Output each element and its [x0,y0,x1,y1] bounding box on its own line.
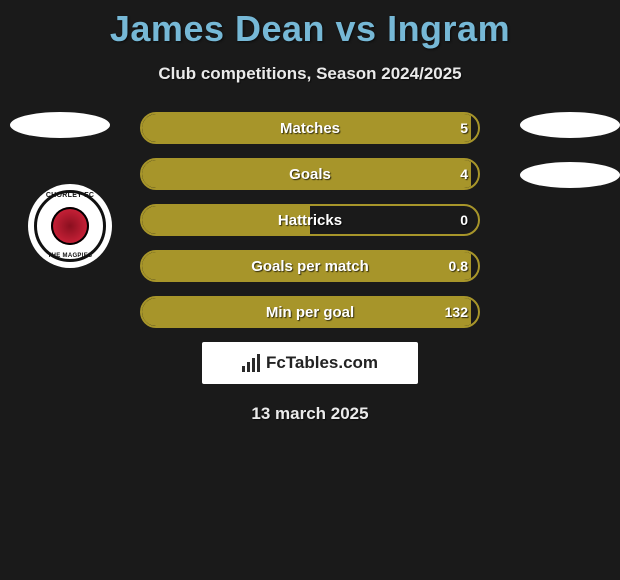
player-placeholder-right-2 [520,162,620,188]
page-title: James Dean vs Ingram [0,0,620,50]
club-badge: CHORLEY FC THE MAGPIES [28,184,112,268]
date-label: 13 march 2025 [0,404,620,424]
stat-value-right: 0 [460,206,468,234]
brand-logo: FcTables.com [202,342,418,384]
stat-label: Hattricks [142,206,478,234]
stat-label: Min per goal [142,298,478,326]
stat-value-right: 4 [460,160,468,188]
stat-label: Goals per match [142,252,478,280]
stats-area: CHORLEY FC THE MAGPIES Matches5 Goals4 Hat… [0,112,620,328]
badge-rose-icon [51,207,89,245]
badge-text-bottom: THE MAGPIES [37,253,103,259]
stat-row: Goals per match0.8 [140,250,480,282]
stat-rows: Matches5Goals4Hattricks0Goals per match0… [140,112,480,328]
stat-value-right: 5 [460,114,468,142]
stat-label: Matches [142,114,478,142]
brand-text: FcTables.com [266,353,378,373]
stat-value-right: 0.8 [449,252,468,280]
brand-bars-icon [242,354,260,372]
stat-label: Goals [142,160,478,188]
stat-row: Matches5 [140,112,480,144]
badge-text-top: CHORLEY FC [37,192,103,199]
stat-row: Goals4 [140,158,480,190]
stat-value-right: 132 [445,298,468,326]
player-placeholder-right-1 [520,112,620,138]
subtitle: Club competitions, Season 2024/2025 [0,64,620,84]
stat-row: Hattricks0 [140,204,480,236]
player-placeholder-left [10,112,110,138]
stat-row: Min per goal132 [140,296,480,328]
